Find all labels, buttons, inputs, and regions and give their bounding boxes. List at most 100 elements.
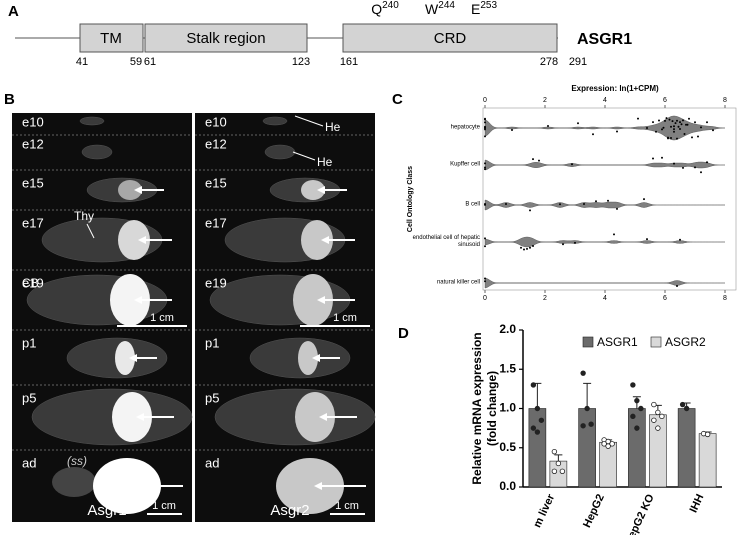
liver [118,220,150,260]
category-label: natural killer cell [436,279,480,286]
data-point [670,125,672,128]
data-point [613,233,615,236]
data-point [665,117,668,120]
x-tick-label: 8 [723,97,727,104]
x-tick-label: 0 [483,295,487,302]
data-point [668,118,671,121]
data-point [574,241,576,244]
data-point [673,130,675,133]
data-point [538,417,545,423]
arrow-head [319,413,327,421]
data-point [534,405,541,412]
y-axis-title: Cell Ontology Class [407,166,414,232]
legend-swatch [650,336,662,348]
bar [599,441,617,488]
stage-label: p1 [22,335,36,350]
data-point [685,123,687,126]
data-point [651,401,657,408]
data-point [673,162,675,165]
stage-label: e19 [205,275,227,290]
data-point [673,125,675,128]
column-label: Asgr1 [87,502,126,519]
data-point [683,405,690,412]
panel-label: A [8,3,19,20]
bar [578,408,596,488]
stage-label: e12 [205,136,227,151]
data-point [484,166,486,169]
position-label: 61 [144,56,156,68]
data-point [667,137,669,140]
stage-label: e17 [205,215,227,230]
data-point [577,122,579,125]
data-point [652,157,654,160]
x-tick-label: 0 [483,97,487,104]
data-point [677,125,680,128]
liver [298,341,318,375]
stage-label: p5 [205,390,219,405]
x-tick-label: HepG2 [581,492,607,529]
domain-label: Stalk region [186,30,265,47]
liver [276,458,344,514]
arrow-head [129,354,137,362]
data-point [697,135,699,138]
pointer [294,115,324,127]
data-point [484,277,486,280]
mutation-number: 253 [480,0,497,11]
data-point [484,121,486,124]
y-axis-title: (fold change) [485,371,499,446]
embryo-body [52,467,96,497]
data-point [706,161,708,164]
data-point [580,423,586,429]
data-point [676,119,678,122]
violin [484,199,725,211]
stage-label: e15 [205,175,227,190]
position-label: 41 [76,56,88,68]
x-tick-label: HepG2 KO [623,492,657,535]
liver [293,274,333,326]
data-point [562,243,564,246]
data-point [484,203,486,206]
stage-label: e10 [22,114,44,129]
embryo-body [264,144,296,160]
data-point [661,156,663,159]
data-point [571,163,573,166]
y-tick-label: 0.5 [499,440,516,454]
data-point [484,125,486,128]
data-point [679,128,681,131]
data-point [555,460,562,467]
panel-label: B [4,91,15,108]
data-point [643,198,645,201]
data-point [646,126,648,129]
plot-frame [482,107,737,291]
data-point [674,122,677,125]
data-point [673,128,675,131]
data-point [682,119,684,122]
position-label: 161 [340,56,358,68]
data-point [605,443,611,449]
annotation: He [317,155,333,169]
data-point [682,166,684,169]
category-label: Kupffer cell [450,161,480,168]
data-point [676,137,678,140]
error-bar [554,454,563,462]
data-point [655,425,661,431]
data-point [484,245,486,248]
data-point [584,405,590,412]
mutation-residue: E [471,1,480,17]
x-tick-label: m liver [531,492,557,530]
bar [677,408,696,488]
data-point [559,468,566,474]
data-point [634,397,640,404]
domain-box [144,23,308,53]
liver [112,392,152,442]
position-label: 123 [292,56,310,68]
scale-bar-label: 1 cm [150,312,174,324]
domain-box [342,23,558,53]
data-point [694,166,696,169]
data-point [680,123,683,126]
data-point [616,130,618,133]
data-point [551,448,558,455]
x-tick-label: 4 [603,97,607,104]
annotation: CB [22,276,39,290]
